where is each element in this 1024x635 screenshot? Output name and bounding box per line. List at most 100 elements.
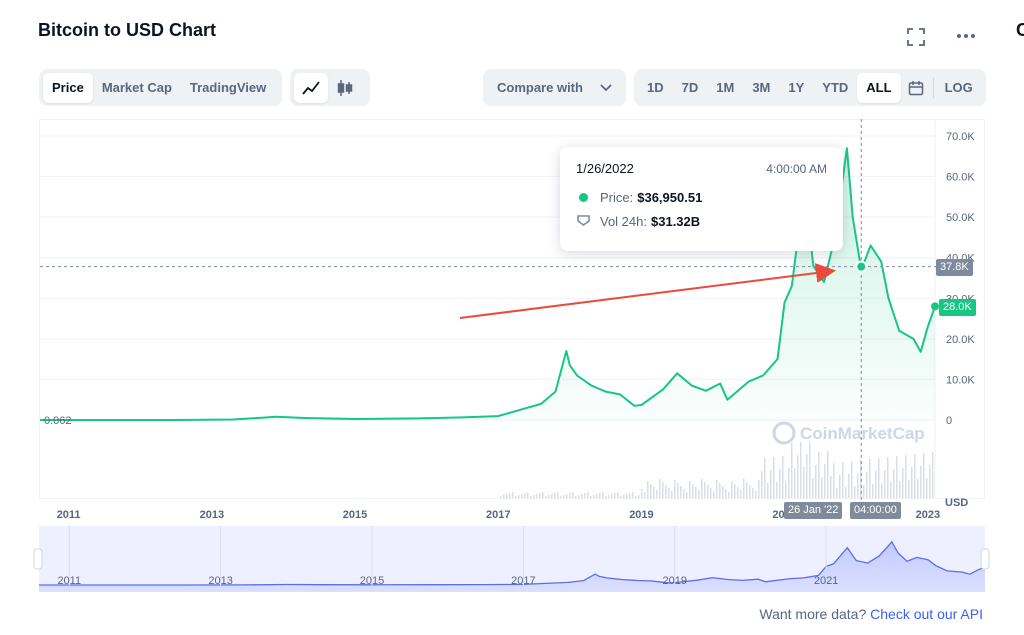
volume-bar bbox=[809, 441, 811, 498]
navigator-line bbox=[39, 540, 986, 586]
volume-bar bbox=[824, 464, 826, 498]
crosshair-price-tag: 37.8K bbox=[936, 259, 973, 276]
current-price-tag: 28.0K bbox=[939, 299, 976, 316]
navigator-left-handle[interactable] bbox=[33, 548, 43, 570]
x-tick-label: 2019 bbox=[629, 509, 653, 521]
range-1d[interactable]: 1D bbox=[647, 79, 664, 95]
volume-bar bbox=[590, 496, 592, 498]
fullscreen-icon[interactable] bbox=[907, 28, 925, 51]
volume-bar bbox=[803, 467, 805, 498]
x-tick-label: 2011 bbox=[57, 509, 81, 521]
volume-bar bbox=[752, 488, 754, 498]
volume-bar bbox=[920, 466, 922, 498]
volume-bar bbox=[812, 478, 814, 498]
volume-bar bbox=[692, 484, 694, 498]
volume-bar bbox=[698, 490, 700, 498]
volume-bar bbox=[914, 454, 916, 498]
volume-bar bbox=[908, 480, 910, 498]
volume-bar bbox=[641, 489, 643, 498]
volume-bar bbox=[530, 496, 532, 498]
volume-bar bbox=[518, 495, 520, 498]
volume-bar bbox=[818, 452, 820, 498]
volume-bar bbox=[575, 496, 577, 498]
volume-bar bbox=[839, 475, 841, 498]
calendar-icon[interactable] bbox=[901, 73, 931, 103]
view-tabs: Price Market Cap TradingView bbox=[39, 69, 282, 106]
volume-bar bbox=[674, 480, 676, 498]
volume-bar bbox=[845, 487, 847, 498]
crosshair-date-tag: 26 Jan '22 bbox=[784, 502, 843, 519]
volume-bar bbox=[785, 481, 787, 498]
volume-bar bbox=[830, 476, 832, 498]
volume-bar bbox=[707, 485, 709, 498]
volume-bar bbox=[683, 489, 685, 498]
volume-bar bbox=[572, 492, 574, 498]
navigator-tick-label: 2017 bbox=[511, 575, 535, 587]
range-7d[interactable]: 7D bbox=[681, 79, 699, 95]
volume-bar bbox=[701, 479, 703, 498]
volume-bar bbox=[536, 494, 538, 498]
volume-bar bbox=[842, 462, 844, 498]
volume-bar bbox=[644, 492, 646, 498]
chart-type-toggle bbox=[290, 69, 370, 106]
volume-bar bbox=[542, 492, 544, 498]
volume-bar bbox=[794, 468, 796, 498]
more-options-icon[interactable] bbox=[956, 26, 976, 51]
volume-bar bbox=[680, 486, 682, 498]
x-tick-label: 2017 bbox=[486, 509, 510, 521]
volume-bar bbox=[797, 455, 799, 498]
volume-bar bbox=[917, 479, 919, 498]
volume-bar bbox=[881, 483, 883, 498]
volume-bar bbox=[926, 478, 928, 498]
volume-bar bbox=[515, 496, 517, 498]
volume-bar bbox=[848, 474, 850, 498]
price-area-fill bbox=[40, 148, 935, 420]
volume-bar bbox=[911, 467, 913, 498]
log-scale-toggle[interactable]: LOG bbox=[944, 79, 973, 95]
y-tick-label: 70.0K bbox=[946, 131, 975, 143]
watermark: CoinMarketCap bbox=[800, 424, 925, 443]
volume-bar bbox=[533, 495, 535, 498]
volume-bar bbox=[506, 494, 508, 498]
compare-with-dropdown[interactable]: Compare with bbox=[483, 69, 626, 106]
tab-market-cap[interactable]: Market Cap bbox=[101, 79, 172, 95]
line-chart-icon[interactable] bbox=[294, 72, 328, 103]
volume-bar bbox=[863, 485, 865, 498]
volume-bar bbox=[833, 463, 835, 498]
volume-bar bbox=[632, 492, 634, 498]
tooltip-date: 1/26/2022 bbox=[576, 161, 634, 176]
volume-icon bbox=[577, 214, 590, 229]
price-chart-frame bbox=[39, 119, 985, 499]
volume-bar bbox=[665, 485, 667, 498]
tooltip-price-value: $36,950.51 bbox=[637, 190, 703, 205]
range-3m[interactable]: 3M bbox=[752, 79, 771, 95]
tab-tradingview[interactable]: TradingView bbox=[189, 79, 267, 95]
volume-bar bbox=[563, 495, 565, 498]
volume-bar bbox=[746, 482, 748, 498]
volume-bar bbox=[866, 472, 868, 498]
volume-bar bbox=[662, 482, 664, 498]
volume-bar bbox=[635, 496, 637, 498]
volume-bar bbox=[905, 455, 907, 498]
volume-bar bbox=[902, 468, 904, 498]
navigator-right-handle[interactable] bbox=[980, 548, 990, 570]
chevron-down-icon bbox=[600, 83, 612, 91]
range-1y[interactable]: 1Y bbox=[788, 79, 805, 95]
volume-bar bbox=[725, 489, 727, 498]
y-tick-label: 20.0K bbox=[946, 334, 975, 346]
volume-bar bbox=[827, 451, 829, 498]
volume-bar bbox=[521, 494, 523, 498]
range-all[interactable]: ALL bbox=[857, 72, 901, 103]
volume-bar bbox=[896, 456, 898, 498]
volume-bar bbox=[800, 442, 802, 498]
y-tick-label: 0 bbox=[946, 415, 952, 427]
range-ytd[interactable]: YTD bbox=[822, 79, 849, 95]
candlestick-icon[interactable] bbox=[328, 73, 362, 103]
volume-bar bbox=[923, 453, 925, 498]
volume-bar bbox=[857, 473, 859, 498]
volume-bar bbox=[671, 491, 673, 498]
tab-price[interactable]: Price bbox=[43, 72, 93, 103]
api-link[interactable]: Check out our API bbox=[870, 606, 983, 622]
range-1m[interactable]: 1M bbox=[716, 79, 735, 95]
